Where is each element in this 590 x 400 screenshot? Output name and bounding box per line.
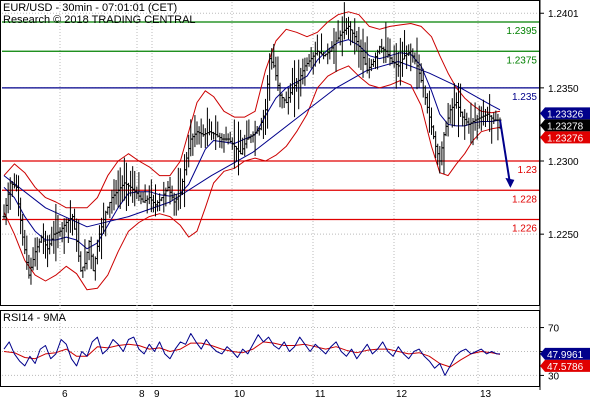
level-label: 1.226	[512, 224, 537, 235]
price-panel-frame	[0, 0, 540, 306]
y-tick-label: 1.2401	[548, 9, 579, 20]
price-badge-label: 1.23326	[547, 109, 584, 120]
rsi-line	[3, 333, 500, 376]
bollinger-upper-line	[3, 11, 501, 209]
x-tick-label: 12	[396, 389, 408, 400]
rsi-badge	[540, 347, 590, 360]
long-ma-line	[3, 61, 501, 228]
rsi-badge-label: 47.9961	[547, 350, 584, 361]
rsi-layer	[3, 333, 501, 376]
rsi-title: RSI14 - 9MA	[3, 312, 67, 324]
rsi-badge-label: 47.5786	[547, 362, 584, 373]
level-label: 1.235	[512, 92, 537, 103]
level-label: 1.2395	[506, 26, 537, 37]
y-tick-label: 1.2300	[548, 157, 579, 168]
price-badge	[540, 131, 590, 144]
price-badge	[540, 119, 590, 132]
x-tick-label: 9	[154, 389, 160, 400]
bollinger-lower-line	[3, 65, 501, 291]
ma-line	[3, 39, 501, 250]
price-badge-label: 1.23278	[547, 121, 584, 132]
rsi-tick-label: 70	[548, 324, 560, 335]
x-tick-label: 10	[234, 389, 246, 400]
rsi-tick-label: 30	[548, 371, 560, 382]
chart-title: EUR/USD - 30min - 07:01:01 (CET)	[3, 2, 177, 14]
y-tick-label: 1.2250	[548, 230, 579, 241]
projection-arrow-head	[505, 177, 515, 188]
price-badge	[540, 107, 590, 120]
rsi-badge	[540, 359, 590, 372]
price-badge-label: 1.23276	[547, 133, 584, 144]
y-tick-label: 1.2350	[548, 84, 579, 95]
level-label: 1.23	[518, 165, 538, 176]
x-tick-label: 11	[315, 389, 326, 400]
price-layer	[2, 2, 515, 285]
projection-arrow-shaft	[499, 119, 512, 187]
level-label: 1.228	[512, 194, 537, 205]
x-tick-label: 8	[139, 389, 145, 400]
level-layer: 1.2395 1.2375 1.235 1.23 1.228 1.226	[2, 21, 539, 235]
level-label: 1.2375	[506, 55, 537, 66]
x-tick-label: 6	[62, 389, 68, 400]
x-tick-label: 13	[480, 389, 492, 400]
axis-layer: 689101112131.24011.23501.23001.225070503…	[62, 9, 579, 400]
chart-copyright: Research © 2018 TRADING CENTRAL	[3, 14, 196, 26]
